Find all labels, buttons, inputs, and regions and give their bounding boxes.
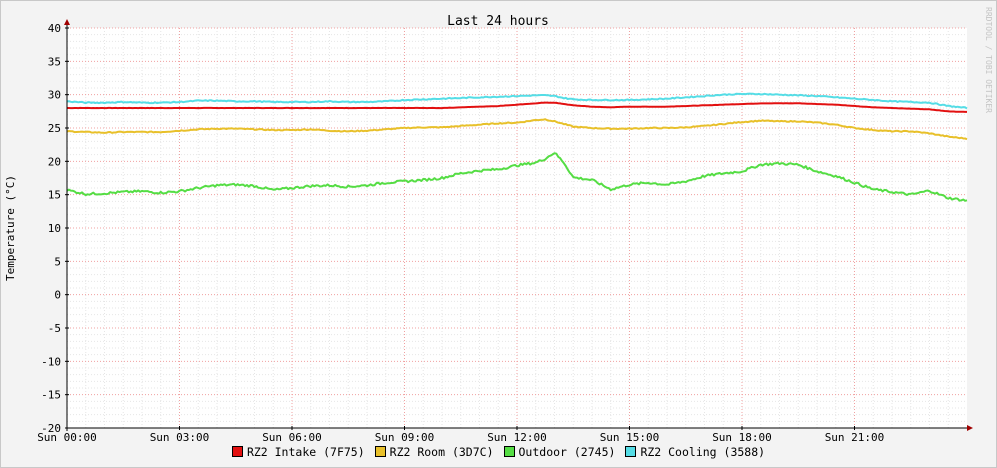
series-line-1 <box>66 118 968 141</box>
chart-title: Last 24 hours <box>447 14 549 29</box>
x-tick-label: Sun 18:00 <box>712 431 772 444</box>
legend-swatch <box>374 446 386 457</box>
y-tick-label: 40 <box>48 22 61 35</box>
legend-item: Outdoor (2745) <box>503 445 616 459</box>
legend-label: Outdoor (2745) <box>518 445 616 459</box>
y-tick-label: 0 <box>54 289 61 302</box>
legend-swatch <box>625 446 637 457</box>
y-tick-label: 10 <box>48 222 61 235</box>
x-tick-label: Sun 12:00 <box>487 431 547 444</box>
x-tick-label: Sun 03:00 <box>150 431 210 444</box>
y-tick-label: 30 <box>48 89 61 102</box>
y-tick-label: -5 <box>48 322 61 335</box>
y-tick-label: 20 <box>48 155 61 168</box>
legend-item: RZ2 Cooling (3588) <box>625 445 765 459</box>
y-tick-label: -10 <box>41 355 61 368</box>
y-tick-label: -20 <box>41 422 61 435</box>
legend-label: RZ2 Cooling (3588) <box>640 445 766 459</box>
y-tick-label: 15 <box>48 189 61 202</box>
y-tick-label: 35 <box>48 55 61 68</box>
legend-swatch <box>231 446 243 457</box>
series-line-3 <box>66 92 968 110</box>
watermark: RRDTOOL / TOBI OETIKER <box>984 7 993 113</box>
legend-label: RZ2 Room (3D7C) <box>389 445 494 459</box>
legend-label: RZ2 Intake (7F75) <box>246 445 365 459</box>
legend: RZ2 Intake (7F75) RZ2 Room (3D7C) Outdoor … <box>0 445 997 459</box>
y-tick-label: 5 <box>54 255 61 268</box>
x-axis-arrow <box>967 425 973 431</box>
x-tick-label: Sun 00:00 <box>37 431 97 444</box>
series-line-2 <box>66 152 968 202</box>
y-tick-label: -15 <box>41 389 61 402</box>
x-tick-label: Sun 06:00 <box>262 431 322 444</box>
legend-swatch <box>503 446 515 457</box>
y-axis-arrow <box>64 19 70 25</box>
y-tick-label: 25 <box>48 122 61 135</box>
x-tick-label: Sun 09:00 <box>375 431 435 444</box>
x-tick-label: Sun 21:00 <box>825 431 885 444</box>
y-axis-label: Temperature (°C) <box>4 175 17 281</box>
legend-item: RZ2 Intake (7F75) <box>231 445 365 459</box>
legend-item: RZ2 Room (3D7C) <box>374 445 494 459</box>
series-line-0 <box>67 101 967 113</box>
x-tick-label: Sun 15:00 <box>600 431 660 444</box>
